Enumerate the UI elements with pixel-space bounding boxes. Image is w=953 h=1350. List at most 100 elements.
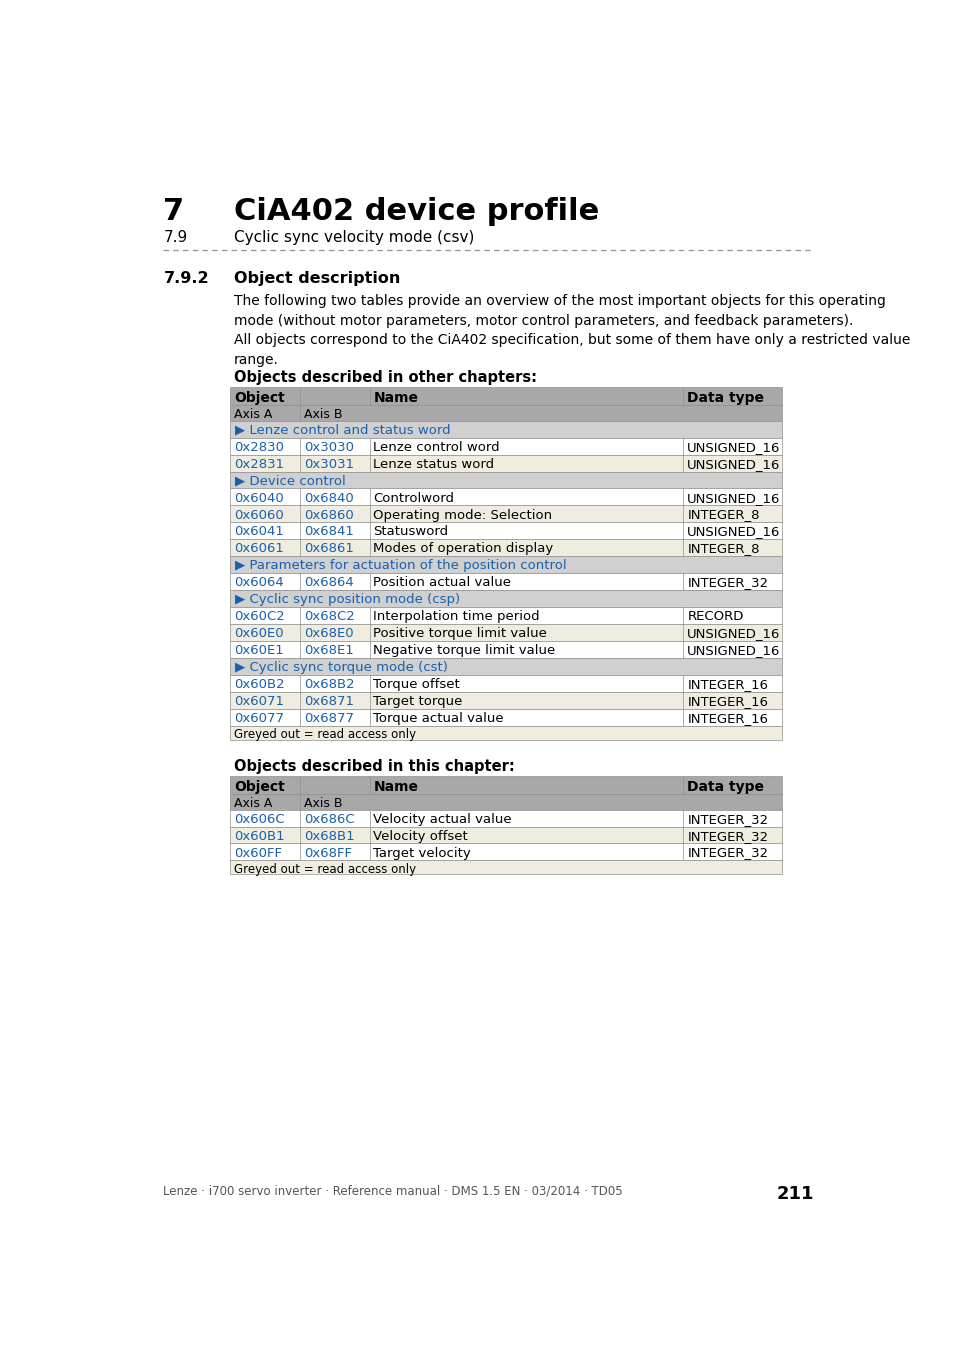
- Text: INTEGER_16: INTEGER_16: [686, 678, 767, 691]
- Bar: [230, 624, 781, 641]
- Text: Operating mode: Selection: Operating mode: Selection: [373, 509, 552, 521]
- Text: INTEGER_8: INTEGER_8: [686, 543, 759, 555]
- Text: UNSIGNED_16: UNSIGNED_16: [686, 491, 780, 505]
- Text: INTEGER_16: INTEGER_16: [686, 695, 767, 707]
- Bar: [230, 691, 781, 709]
- Text: Target velocity: Target velocity: [373, 846, 471, 860]
- Text: Modes of operation display: Modes of operation display: [373, 543, 553, 555]
- Bar: [230, 387, 781, 405]
- Text: Velocity offset: Velocity offset: [373, 830, 468, 842]
- Bar: [230, 437, 781, 455]
- Text: 0x2831: 0x2831: [233, 458, 284, 471]
- Text: 0x686C: 0x686C: [303, 813, 354, 826]
- Bar: [230, 726, 781, 740]
- Text: Object: Object: [233, 779, 284, 794]
- Text: 0x60E0: 0x60E0: [233, 628, 283, 640]
- Text: 211: 211: [776, 1184, 814, 1203]
- Text: ▶ Device control: ▶ Device control: [235, 475, 346, 487]
- Text: 0x60C2: 0x60C2: [233, 610, 284, 624]
- Text: INTEGER_32: INTEGER_32: [686, 846, 768, 860]
- Text: 0x6040: 0x6040: [233, 491, 283, 505]
- Bar: [230, 608, 781, 624]
- Text: All objects correspond to the CiA402 specification, but some of them have only a: All objects correspond to the CiA402 spe…: [233, 333, 909, 367]
- Text: 0x6877: 0x6877: [303, 711, 354, 725]
- Text: UNSIGNED_16: UNSIGNED_16: [686, 525, 780, 539]
- Text: 0x60E1: 0x60E1: [233, 644, 283, 657]
- Text: The following two tables provide an overview of the most important objects for t: The following two tables provide an over…: [233, 294, 885, 328]
- Text: Lenze status word: Lenze status word: [373, 458, 494, 471]
- Text: Positive torque limit value: Positive torque limit value: [373, 628, 547, 640]
- Bar: [230, 505, 781, 522]
- Text: 7.9.2: 7.9.2: [163, 271, 209, 286]
- Bar: [230, 844, 781, 860]
- Bar: [230, 860, 781, 875]
- Text: Data type: Data type: [686, 779, 763, 794]
- Bar: [230, 794, 781, 810]
- Text: 0x6860: 0x6860: [303, 509, 353, 521]
- Text: Position actual value: Position actual value: [373, 576, 511, 589]
- Bar: [230, 590, 781, 608]
- Text: Axis A: Axis A: [233, 798, 272, 810]
- Text: ▶ Cyclic sync torque mode (cst): ▶ Cyclic sync torque mode (cst): [235, 662, 448, 674]
- Bar: [230, 421, 781, 437]
- Text: Objects described in this chapter:: Objects described in this chapter:: [233, 759, 515, 774]
- Text: Torque actual value: Torque actual value: [373, 711, 503, 725]
- Text: 0x6060: 0x6060: [233, 509, 283, 521]
- Text: Object description: Object description: [233, 271, 400, 286]
- Text: Velocity actual value: Velocity actual value: [373, 813, 512, 826]
- Text: CiA402 device profile: CiA402 device profile: [233, 197, 598, 225]
- Text: 0x68B2: 0x68B2: [303, 678, 354, 691]
- Bar: [230, 657, 781, 675]
- Text: 0x3030: 0x3030: [303, 440, 354, 454]
- Text: 0x68E0: 0x68E0: [303, 628, 353, 640]
- Text: 0x6861: 0x6861: [303, 543, 354, 555]
- Bar: [230, 522, 781, 539]
- Bar: [230, 489, 781, 505]
- Text: INTEGER_16: INTEGER_16: [686, 711, 767, 725]
- Text: ▶ Cyclic sync position mode (csp): ▶ Cyclic sync position mode (csp): [235, 593, 460, 606]
- Text: Axis A: Axis A: [233, 409, 272, 421]
- Text: Axis B: Axis B: [303, 409, 342, 421]
- Text: 0x6871: 0x6871: [303, 695, 354, 707]
- Text: 0x3031: 0x3031: [303, 458, 354, 471]
- Text: 0x6077: 0x6077: [233, 711, 284, 725]
- Text: Cyclic sync velocity mode (csv): Cyclic sync velocity mode (csv): [233, 230, 474, 244]
- Text: Interpolation time period: Interpolation time period: [373, 610, 539, 624]
- Text: 0x2830: 0x2830: [233, 440, 284, 454]
- Text: Greyed out = read access only: Greyed out = read access only: [233, 863, 416, 876]
- Text: 0x68E1: 0x68E1: [303, 644, 353, 657]
- Text: UNSIGNED_16: UNSIGNED_16: [686, 644, 780, 657]
- Bar: [230, 776, 781, 794]
- Text: UNSIGNED_16: UNSIGNED_16: [686, 628, 780, 640]
- Bar: [230, 709, 781, 726]
- Text: Greyed out = read access only: Greyed out = read access only: [233, 728, 416, 741]
- Bar: [230, 810, 781, 826]
- Text: Object: Object: [233, 390, 284, 405]
- Bar: [230, 455, 781, 471]
- Bar: [230, 675, 781, 691]
- Bar: [230, 641, 781, 657]
- Bar: [230, 471, 781, 489]
- Text: 0x6061: 0x6061: [233, 543, 284, 555]
- Bar: [230, 556, 781, 574]
- Text: 0x60B1: 0x60B1: [233, 830, 284, 842]
- Text: Torque offset: Torque offset: [373, 678, 459, 691]
- Text: 0x68FF: 0x68FF: [303, 846, 352, 860]
- Text: 0x606C: 0x606C: [233, 813, 284, 826]
- Text: 0x6041: 0x6041: [233, 525, 284, 539]
- Text: 0x6071: 0x6071: [233, 695, 284, 707]
- Text: 7.9: 7.9: [163, 230, 188, 244]
- Text: Name: Name: [373, 779, 418, 794]
- Text: 0x6841: 0x6841: [303, 525, 354, 539]
- Text: 0x60B2: 0x60B2: [233, 678, 284, 691]
- Text: UNSIGNED_16: UNSIGNED_16: [686, 440, 780, 454]
- Text: INTEGER_32: INTEGER_32: [686, 576, 768, 589]
- Text: UNSIGNED_16: UNSIGNED_16: [686, 458, 780, 471]
- Text: 7: 7: [163, 197, 184, 225]
- Text: Lenze control word: Lenze control word: [373, 440, 499, 454]
- Text: 0x6840: 0x6840: [303, 491, 353, 505]
- Text: 0x68C2: 0x68C2: [303, 610, 355, 624]
- Bar: [230, 574, 781, 590]
- Text: RECORD: RECORD: [686, 610, 743, 624]
- Text: Lenze · i700 servo inverter · Reference manual · DMS 1.5 EN · 03/2014 · TD05: Lenze · i700 servo inverter · Reference …: [163, 1184, 622, 1197]
